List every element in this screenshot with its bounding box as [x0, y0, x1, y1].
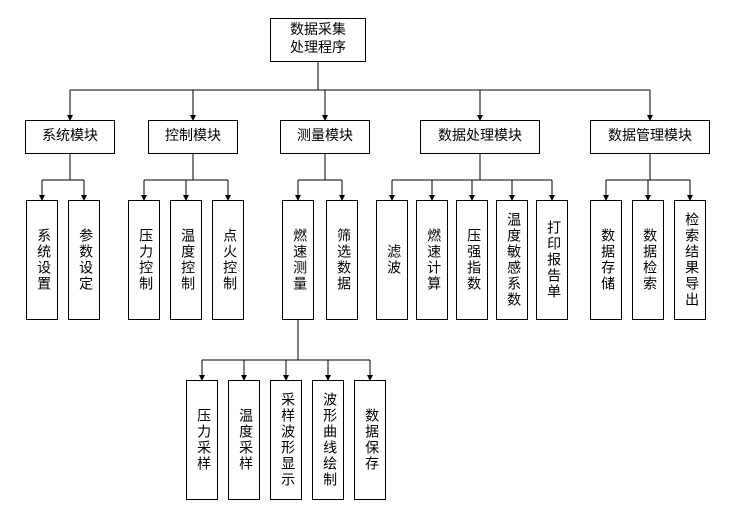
- root-line2: 处理程序: [290, 40, 346, 58]
- sub-leaf-node: 温度采样: [228, 380, 260, 500]
- leaf-node: 参数设定: [68, 200, 100, 320]
- leaf-node: 温度控制: [170, 200, 202, 320]
- leaf-node: 数据存储: [590, 200, 622, 320]
- leaf-node: 压力控制: [128, 200, 160, 320]
- module-node: 数据管理模块: [590, 120, 710, 154]
- leaf-node: 滤波: [376, 200, 408, 320]
- leaf-node: 点火控制: [212, 200, 244, 320]
- sub-leaf-node: 数据保存: [354, 380, 386, 500]
- module-node: 控制模块: [148, 120, 238, 154]
- root-node: 数据采集 处理程序: [270, 18, 366, 62]
- leaf-node: 压强指数: [456, 200, 488, 320]
- module-node: 数据处理模块: [420, 120, 540, 154]
- leaf-node: 燃速测量: [282, 200, 314, 320]
- sub-leaf-node: 压力采样: [186, 380, 218, 500]
- leaf-node: 温度敏感系数: [496, 200, 528, 320]
- sub-leaf-node: 波形曲线绘制: [312, 380, 344, 500]
- module-node: 系统模块: [25, 120, 115, 154]
- root-line1: 数据采集: [290, 22, 346, 40]
- leaf-node: 打印报告单: [536, 200, 568, 320]
- module-node: 测量模块: [280, 120, 370, 154]
- leaf-node: 系统设置: [26, 200, 58, 320]
- leaf-node: 检索结果导出: [674, 200, 706, 320]
- leaf-node: 燃速计算: [416, 200, 448, 320]
- sub-leaf-node: 采样波形显示: [270, 380, 302, 500]
- leaf-node: 筛选数据: [326, 200, 358, 320]
- leaf-node: 数据检索: [632, 200, 664, 320]
